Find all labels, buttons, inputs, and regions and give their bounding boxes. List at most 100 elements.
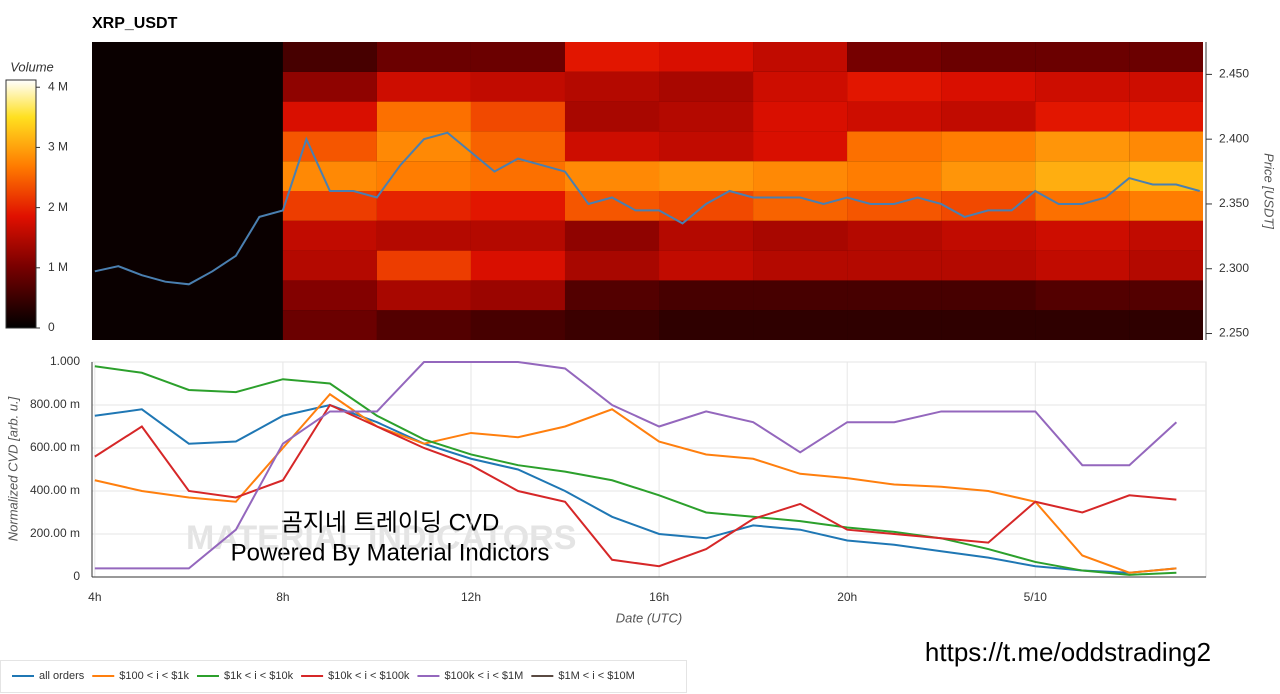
heatmap-cell bbox=[376, 280, 471, 311]
chart-title: XRP_USDT bbox=[92, 15, 178, 32]
heatmap-cell bbox=[847, 42, 942, 72]
heatmap-cell bbox=[659, 191, 754, 221]
heatmap-cell bbox=[376, 101, 471, 132]
heatmap-cell bbox=[564, 310, 660, 340]
x-tick-label: 4h bbox=[88, 590, 101, 604]
heatmap-cell bbox=[847, 101, 942, 132]
y-tick-label: 200.00 m bbox=[30, 526, 80, 540]
watermark: MATERIAL INDICATORS bbox=[186, 519, 576, 557]
heatmap-cell bbox=[941, 131, 1036, 162]
link-text[interactable]: https://t.me/oddstrading2 bbox=[925, 637, 1211, 667]
y-tick-label: 0 bbox=[73, 569, 80, 583]
heatmap-cell bbox=[564, 191, 660, 221]
heatmap-cell bbox=[941, 250, 1036, 281]
heatmap-cell bbox=[753, 250, 848, 281]
heatmap-cell bbox=[376, 191, 471, 221]
heatmap-cell bbox=[376, 161, 471, 191]
heatmap-cell bbox=[753, 161, 848, 191]
heatmap-cell bbox=[1035, 101, 1130, 132]
heatmap-cell bbox=[564, 280, 660, 311]
heatmap-cell bbox=[1035, 250, 1130, 281]
heatmap-cell bbox=[376, 71, 471, 102]
heatmap-cell bbox=[470, 71, 565, 102]
cvd-line bbox=[94, 361, 1178, 570]
legend-label: $1k < i < $10k bbox=[224, 670, 294, 682]
heatmap-cell bbox=[1129, 101, 1203, 132]
heatmap-cell bbox=[282, 71, 377, 102]
heatmap-cell bbox=[941, 101, 1036, 132]
heatmap-cell bbox=[282, 220, 377, 251]
heatmap-cell bbox=[564, 161, 660, 191]
cvd-line bbox=[94, 403, 1177, 574]
heatmap-cell bbox=[1129, 280, 1203, 311]
y-axis-label: Normalized CVD [arb. u.] bbox=[5, 396, 20, 541]
heatmap-cell bbox=[564, 71, 660, 102]
heatmap-cell bbox=[1129, 220, 1203, 251]
heatmap-cell bbox=[941, 220, 1036, 251]
legend-box bbox=[0, 660, 687, 693]
heatmap-cell bbox=[376, 250, 471, 281]
colorbar-tick-label: 0 bbox=[48, 320, 55, 334]
heatmap-cell bbox=[1035, 191, 1130, 221]
colorbar bbox=[5, 79, 37, 329]
y-tick-label: 2.450 bbox=[1219, 67, 1249, 81]
y-tick-label: 1.000 bbox=[50, 354, 80, 368]
heatmap-cell bbox=[376, 42, 471, 72]
heatmap-cell bbox=[470, 42, 565, 72]
heatmap-cell bbox=[470, 250, 565, 281]
heatmap-cell bbox=[847, 220, 942, 251]
legend-label: $100 < i < $1k bbox=[119, 670, 189, 682]
y-tick-label: 2.250 bbox=[1219, 326, 1249, 340]
heatmap-cell bbox=[847, 310, 942, 340]
x-axis-label: Date (UTC) bbox=[616, 610, 682, 625]
x-tick-label: 12h bbox=[461, 590, 481, 604]
x-tick-label: 8h bbox=[276, 590, 289, 604]
heatmap-cell bbox=[1035, 71, 1130, 102]
heatmap-cell bbox=[376, 131, 471, 162]
heatmap-cell bbox=[564, 220, 660, 251]
heatmap-cell bbox=[847, 71, 942, 102]
heatmap-cell bbox=[1035, 220, 1130, 251]
colorbar-tick-label: 4 M bbox=[48, 79, 68, 93]
heatmap-cell bbox=[470, 101, 565, 132]
heatmap-cell bbox=[470, 161, 565, 191]
heatmap-cell bbox=[1129, 42, 1203, 72]
heatmap-cell bbox=[376, 310, 471, 340]
y-tick-label: 2.400 bbox=[1219, 131, 1249, 145]
heatmap-cell bbox=[1129, 191, 1203, 221]
heatmap-cell bbox=[1129, 161, 1203, 191]
heatmap-cell bbox=[564, 101, 660, 132]
heatmap-cell bbox=[753, 71, 848, 102]
heatmap-cell bbox=[847, 161, 942, 191]
price-line bbox=[94, 131, 1200, 286]
heatmap-cell bbox=[659, 101, 754, 132]
heatmap-cell bbox=[1129, 310, 1203, 340]
y-tick-label: 800.00 m bbox=[30, 397, 80, 411]
y-tick-label: 600.00 m bbox=[30, 440, 80, 454]
heatmap-cell bbox=[564, 250, 660, 281]
heatmap-cell bbox=[282, 161, 377, 191]
y-axis-label: Price [USDT] bbox=[1262, 153, 1277, 229]
heatmap-cell bbox=[753, 131, 848, 162]
heatmap-cell bbox=[941, 191, 1036, 221]
legend-label: all orders bbox=[39, 670, 85, 682]
heatmap-cell bbox=[659, 131, 754, 162]
heatmap-cell bbox=[659, 250, 754, 281]
colorbar-tick-label: 3 M bbox=[48, 140, 68, 154]
cvd-line bbox=[94, 365, 1177, 576]
y-tick-label: 400.00 m bbox=[30, 483, 80, 497]
heatmap-cell bbox=[941, 71, 1036, 102]
heatmap-cell bbox=[282, 131, 377, 162]
heatmap-cell bbox=[1129, 71, 1203, 102]
heatmap-cell bbox=[1129, 250, 1203, 281]
heatmap-cell bbox=[282, 310, 377, 340]
x-tick-label: 16h bbox=[649, 590, 669, 604]
heatmap-cell bbox=[659, 310, 754, 340]
heatmap-cell bbox=[282, 191, 377, 221]
y-tick-label: 2.300 bbox=[1219, 261, 1249, 275]
heatmap-cell bbox=[941, 310, 1036, 340]
heatmap-cell bbox=[282, 101, 377, 132]
heatmap-cell bbox=[1129, 131, 1203, 162]
heatmap-cell bbox=[282, 280, 377, 311]
